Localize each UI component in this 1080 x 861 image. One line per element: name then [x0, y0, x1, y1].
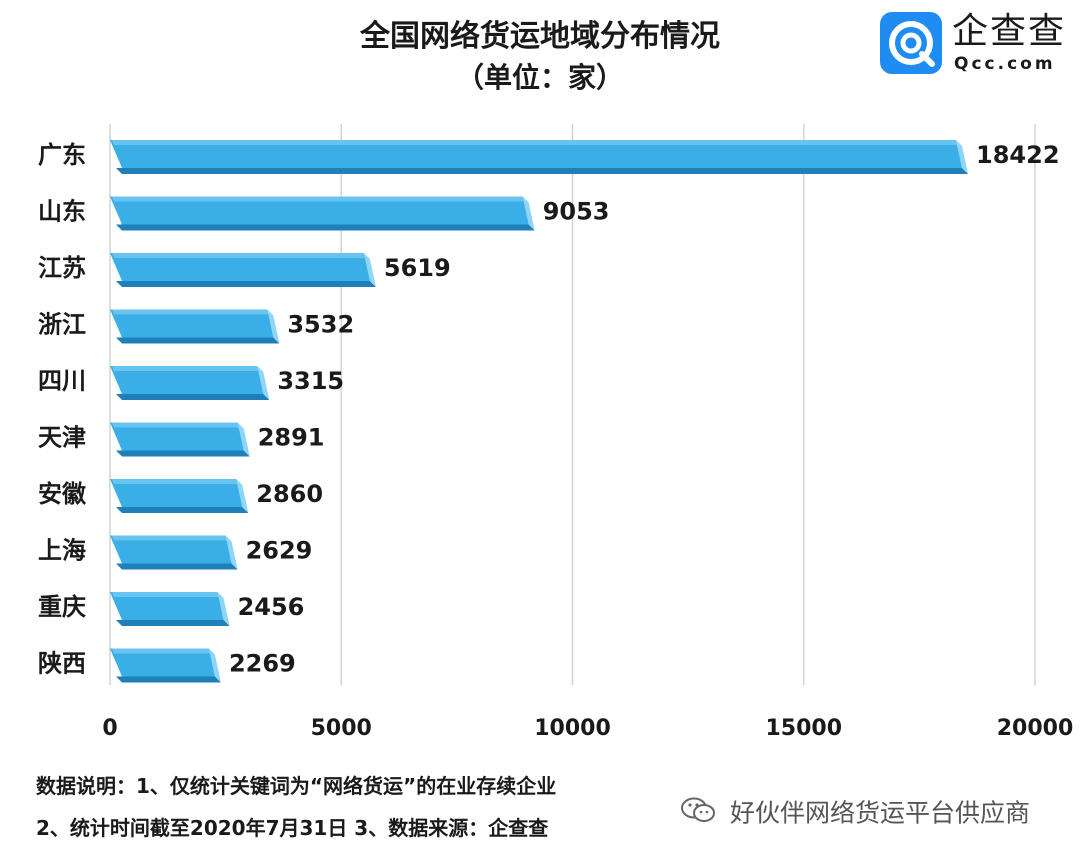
- bar-highlight: [112, 366, 260, 371]
- bar-end-face: [522, 196, 535, 231]
- bar-bottom-face: [116, 337, 280, 344]
- bar-highlight: [112, 479, 239, 484]
- bar-end-face: [267, 309, 280, 344]
- watermark-text: 好伙伴网络货运平台供应商: [729, 798, 1030, 828]
- bar-end-face: [956, 140, 969, 174]
- data-note-line-1: 数据说明：1、仅统计关键词为“网络货运”的在业存续企业: [36, 774, 557, 798]
- data-label: 3315: [277, 367, 344, 395]
- category-label: 陕西: [38, 650, 86, 678]
- chart-title: 全国网络货运地域分布情况: [360, 19, 720, 54]
- bar: [110, 366, 264, 394]
- x-tick-label: 20000: [997, 716, 1074, 741]
- bar-highlight: [112, 253, 366, 258]
- logo-name: 企查查: [952, 11, 1067, 52]
- bar-bottom-face: [116, 281, 376, 287]
- bar-bottom-face: [116, 224, 535, 231]
- category-label: 山东: [38, 198, 86, 226]
- qcc-logo: 企查查 Qcc.com: [880, 10, 1070, 76]
- data-label: 2456: [238, 593, 305, 621]
- data-label: 2629: [246, 537, 313, 565]
- category-label: 江苏: [38, 254, 86, 282]
- bar-end-face: [225, 535, 238, 570]
- bar-end-face: [236, 479, 249, 513]
- qcc-logo-icon: [880, 12, 942, 74]
- bar-highlight: [112, 196, 525, 202]
- bar: [110, 535, 232, 564]
- logo-domain: Qcc.com: [954, 54, 1056, 74]
- data-label: 18422: [976, 141, 1060, 169]
- bar-highlight: [112, 140, 959, 145]
- bar-bottom-face: [116, 507, 249, 513]
- bar: [110, 592, 224, 620]
- category-label: 上海: [38, 537, 86, 565]
- bar: [110, 140, 963, 168]
- data-label: 9053: [543, 198, 610, 226]
- bar-highlight: [112, 535, 228, 541]
- x-tick-label: 5000: [311, 716, 372, 741]
- bar: [110, 196, 529, 225]
- bar: [110, 253, 370, 281]
- bar-highlight: [112, 648, 211, 654]
- bar-end-face: [208, 648, 221, 683]
- category-label: 重庆: [38, 593, 86, 621]
- wechat-icon: [680, 796, 716, 833]
- bar-chart: 0 5000 10000 15000 20000 广东 18422 山东 9053 江苏 5619 浙…: [38, 124, 1074, 741]
- category-label: 安徽: [38, 480, 87, 508]
- bar-bottom-face: [116, 394, 270, 400]
- data-label: 2891: [258, 424, 325, 452]
- x-tick-label: 10000: [534, 716, 611, 741]
- x-tick-label: 15000: [765, 716, 842, 741]
- bar-highlight: [112, 309, 270, 315]
- bar: [110, 309, 274, 338]
- bar-end-face: [363, 253, 376, 287]
- x-tick-label: 0: [102, 716, 117, 741]
- bar-bottom-face: [116, 620, 230, 626]
- data-label: 2269: [229, 650, 296, 678]
- category-label: 浙江: [38, 311, 86, 339]
- bar-end-face: [257, 366, 270, 400]
- bar-bottom-face: [116, 563, 238, 570]
- bar-end-face: [237, 422, 250, 457]
- data-label: 2860: [256, 480, 323, 508]
- data-label: 5619: [384, 254, 451, 282]
- data-note-line-2: 2、统计时间截至2020年7月31日 3、数据来源：企查查: [36, 816, 549, 840]
- category-label: 天津: [38, 424, 86, 452]
- bar-bottom-face: [116, 450, 250, 457]
- bar-bottom-face: [116, 168, 969, 174]
- bar: [110, 422, 244, 451]
- data-label: 3532: [287, 311, 354, 339]
- category-label: 四川: [38, 367, 86, 395]
- watermark: 好伙伴网络货运平台供应商: [680, 796, 1030, 833]
- bar: [110, 479, 243, 507]
- chart-subtitle: （单位：家）: [455, 61, 624, 94]
- bar-highlight: [112, 592, 220, 597]
- bar-bottom-face: [116, 676, 221, 683]
- category-label: 广东: [38, 141, 86, 169]
- bar: [110, 648, 215, 677]
- bar-end-face: [217, 592, 230, 626]
- bar-highlight: [112, 422, 240, 428]
